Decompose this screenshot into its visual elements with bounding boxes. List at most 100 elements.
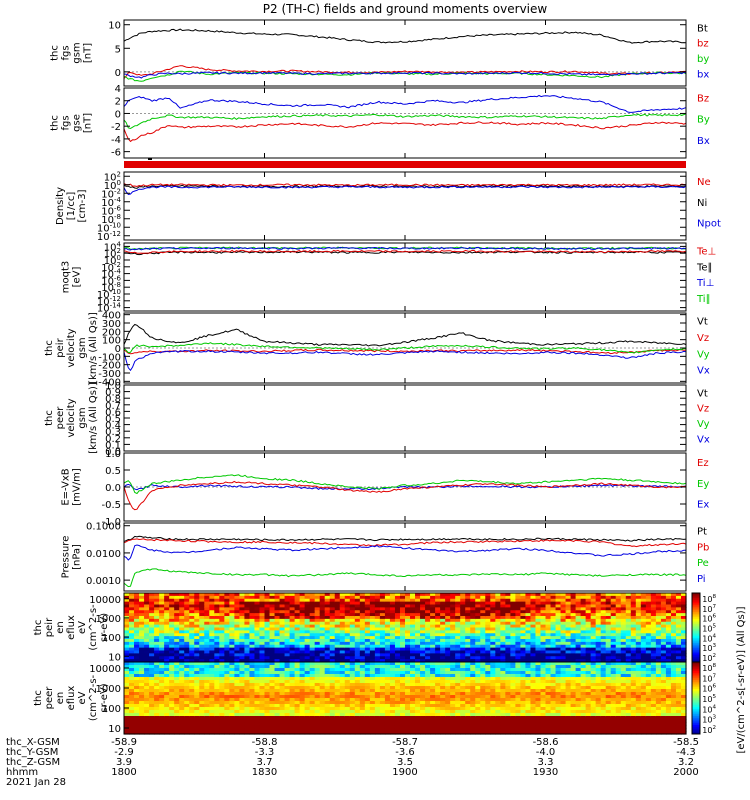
spectrogram-cell (455, 610, 461, 614)
spectrogram-cell (500, 716, 506, 720)
spectrogram-cell (244, 674, 251, 678)
spectrogram-cell (214, 653, 220, 657)
spectrogram-cell (134, 647, 140, 652)
spectrogram-cell (219, 613, 225, 617)
spectrogram-cell (299, 686, 306, 690)
spectrogram-cell (304, 633, 311, 637)
spectrogram-cell (595, 650, 602, 654)
spectrogram-cell (405, 731, 411, 735)
spectrogram-cell (329, 618, 336, 623)
spectrogram-cell (440, 686, 446, 690)
spectrogram-cell (455, 607, 461, 611)
spectrogram-cell (154, 598, 160, 603)
ylabel-line: gsm (77, 407, 88, 428)
spectrogram-cell (339, 710, 346, 714)
spectrogram-cell (259, 618, 266, 623)
spectrogram-cell (334, 636, 341, 640)
spectrogram-cell (505, 601, 511, 606)
spectrogram-cell (505, 710, 511, 714)
spectrogram-cell (430, 627, 436, 631)
ytick-label: 102 (104, 170, 121, 183)
spectrogram-cell (329, 665, 336, 669)
spectrogram-cell (324, 624, 331, 629)
spectrogram-cell (415, 618, 421, 623)
spectrogram-cell (319, 641, 326, 646)
spectrogram-cell (485, 653, 491, 657)
spectrogram-cell (194, 695, 200, 699)
ytick-label: -6 (111, 148, 121, 159)
spectrogram-cell (199, 644, 205, 649)
spectrogram-cell (405, 653, 411, 657)
spectrogram-cell (480, 627, 486, 631)
spectrogram-cell (264, 653, 271, 657)
spectrogram-cell (229, 598, 235, 603)
spectrogram-cell (314, 656, 321, 660)
spectrogram-cell (284, 618, 291, 623)
spectrogram-cell (304, 677, 311, 681)
spectrogram-cell (630, 659, 637, 663)
spectrogram-cell (465, 719, 471, 723)
spectrogram-cell (460, 731, 466, 735)
spectrogram-cell (399, 728, 406, 732)
spectrogram-cell (344, 716, 351, 720)
spectrogram-cell (239, 719, 246, 723)
spectrogram-cell (189, 695, 195, 699)
spectrogram-cell (184, 695, 190, 699)
spectrogram-cell (650, 641, 657, 646)
spectrogram-cell (174, 719, 180, 723)
spectrogram-cell (399, 593, 406, 597)
spectrogram-cell (389, 704, 396, 708)
spectrogram-cell (304, 722, 311, 726)
spectrogram-cell (600, 656, 607, 660)
spectrogram-cell (229, 665, 235, 669)
spectrogram-cell (199, 610, 205, 614)
spectrogram-cell (455, 665, 461, 669)
spectrogram-cell (399, 701, 406, 705)
spectrogram-cell (394, 677, 401, 681)
spectrogram-cell (675, 633, 682, 637)
spectrogram-cell (254, 616, 261, 620)
spectrogram-cell (349, 641, 356, 646)
spectrogram-cell (169, 633, 175, 637)
spectrogram-cell (144, 618, 150, 623)
spectrogram-cell (209, 689, 215, 693)
spectrogram-cell (585, 647, 592, 652)
spectrogram-cell (595, 618, 602, 623)
spectrogram-cell (495, 680, 501, 684)
spectrogram-cell (560, 616, 567, 620)
spectrogram-cell (485, 728, 491, 732)
spectrogram-cell (485, 677, 491, 681)
spectrogram-cell (625, 607, 632, 611)
spectrogram-cell (224, 636, 230, 640)
spectrogram-cell (480, 719, 486, 723)
spectrogram-cell (655, 659, 662, 663)
spectrogram-cell (460, 636, 466, 640)
spectrogram-cell (284, 598, 291, 603)
spectrogram-cell (405, 704, 411, 708)
spectrogram-cell (299, 704, 306, 708)
spectrogram-cell (239, 618, 246, 623)
spectrogram-cell (470, 647, 476, 652)
spectrogram-cell (279, 601, 286, 606)
spectrogram-cell (214, 716, 220, 720)
spectrogram-cell (389, 671, 396, 675)
spectrogram-cell (389, 713, 396, 717)
spectrogram-cell (254, 593, 261, 597)
spectrogram-cell (224, 680, 230, 684)
spectrogram-cell (264, 650, 271, 654)
spectrogram-cell (560, 644, 567, 649)
spectrogram-cell (399, 707, 406, 711)
spectrogram-cell (194, 725, 200, 729)
spectrogram-cell (259, 593, 266, 597)
spectrogram-cell (144, 710, 150, 714)
spectrogram-cell (470, 671, 476, 675)
spectrogram-cell (415, 595, 421, 600)
spectrogram-cell (164, 650, 170, 654)
spectrogram-cell (515, 633, 522, 637)
spectrogram-cell (515, 674, 522, 678)
spectrogram-cell (204, 644, 210, 649)
spectrogram-cell (274, 704, 281, 708)
spectrogram-cell (525, 598, 532, 603)
spectrogram-cell (224, 722, 230, 726)
spectrogram-cell (465, 630, 471, 634)
